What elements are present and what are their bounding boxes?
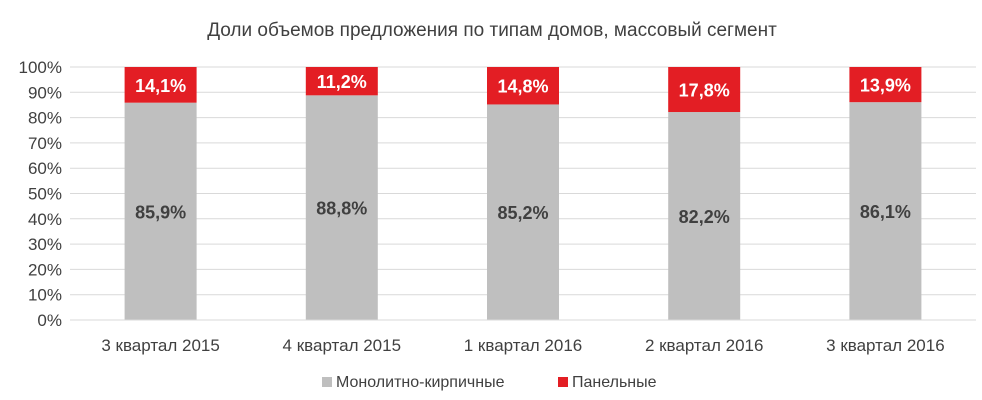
y-axis: 0% 10% 20% 30% 40% 50% 60% 70% 80% 90% 100% xyxy=(19,58,62,330)
y-tick-label: 40% xyxy=(28,210,62,229)
bar-panel xyxy=(668,67,741,113)
bar-panel xyxy=(487,67,559,105)
x-tick-label: 2 квартал 2016 xyxy=(645,336,764,355)
legend-label-panel: Панельные xyxy=(572,374,657,391)
x-axis: 3 квартал 2015 4 квартал 2015 1 квартал 20… xyxy=(70,319,976,355)
legend: Монолитно-кирпичные Панельные xyxy=(322,374,657,391)
bar-panel xyxy=(305,67,378,96)
data-label-panel: 14,8% xyxy=(497,77,548,97)
data-label-monolith: 82,2% xyxy=(679,207,730,227)
legend-swatch-monolith xyxy=(322,377,332,387)
data-label-panel: 13,9% xyxy=(860,76,911,96)
y-tick-label: 70% xyxy=(28,134,62,153)
data-label-monolith: 85,2% xyxy=(497,203,548,223)
bar-panel xyxy=(124,67,197,103)
data-label-panel: 11,2% xyxy=(317,72,367,92)
y-tick-label: 0% xyxy=(37,311,62,330)
y-tick-label: 30% xyxy=(28,235,62,254)
legend-swatch-panel xyxy=(558,377,568,387)
data-label-panel: 14,1% xyxy=(135,76,186,96)
data-label-monolith: 86,1% xyxy=(860,202,911,222)
bars: 85,9% 14,1% 88,8% 11,2% 85,2% 14,8% 82,2% 17,8%… xyxy=(124,67,922,321)
x-tick-label: 4 квартал 2015 xyxy=(283,336,402,355)
bar-monolith xyxy=(849,102,922,321)
y-tick-label: 60% xyxy=(28,159,62,178)
x-tick-label: 1 квартал 2016 xyxy=(464,336,583,355)
y-tick-label: 50% xyxy=(28,185,62,204)
legend-label-monolith: Монолитно-кирпичные xyxy=(336,374,505,391)
x-tick-label: 3 квартал 2016 xyxy=(826,336,945,355)
bar-panel xyxy=(849,67,922,103)
y-tick-label: 20% xyxy=(28,260,62,279)
data-label-monolith: 85,9% xyxy=(135,202,186,222)
data-label-monolith: 88,8% xyxy=(316,199,367,219)
bar-monolith xyxy=(668,112,741,320)
y-tick-label: 90% xyxy=(28,83,62,102)
y-tick-label: 80% xyxy=(28,109,62,128)
bar-monolith xyxy=(124,102,197,320)
data-label-panel: 17,8% xyxy=(679,81,730,101)
chart-title: Доли объемов предложения по типам домов,… xyxy=(207,20,777,41)
bar-monolith xyxy=(305,95,378,320)
y-tick-label: 100% xyxy=(19,58,62,77)
x-tick-label: 3 квартал 2015 xyxy=(101,336,220,355)
y-tick-label: 10% xyxy=(28,286,62,305)
bar-monolith xyxy=(487,104,559,320)
